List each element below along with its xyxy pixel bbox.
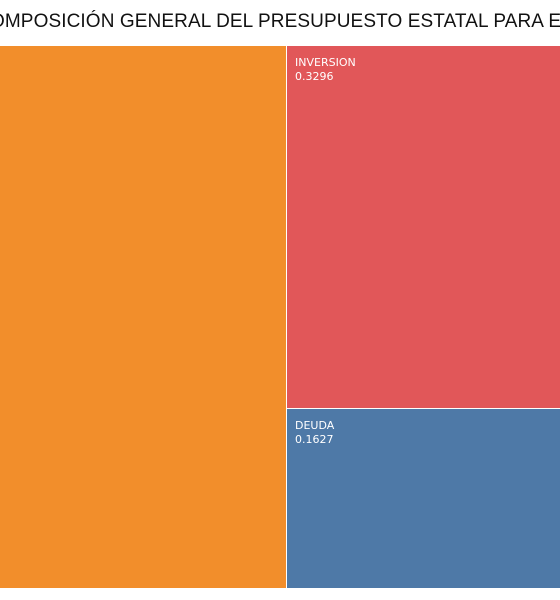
treemap-tile: DEUDA 0.1627 [287, 409, 560, 588]
treemap-chart: INVERSION 0.3296 DEUDA 0.1627 [0, 46, 560, 588]
tile-label: INVERSION [295, 56, 356, 69]
tile-value-label: 0.3296 [295, 70, 334, 83]
title-bar: OMPOSICIÓN GENERAL DEL PRESUPUESTO ESTAT… [0, 0, 560, 46]
tile-label: DEUDA [295, 419, 335, 432]
tile-value-label: 0.1627 [295, 433, 334, 446]
treemap-tile [0, 46, 286, 588]
treemap-tile: INVERSION 0.3296 [287, 46, 560, 408]
chart-title: OMPOSICIÓN GENERAL DEL PRESUPUESTO ESTAT… [0, 11, 560, 32]
